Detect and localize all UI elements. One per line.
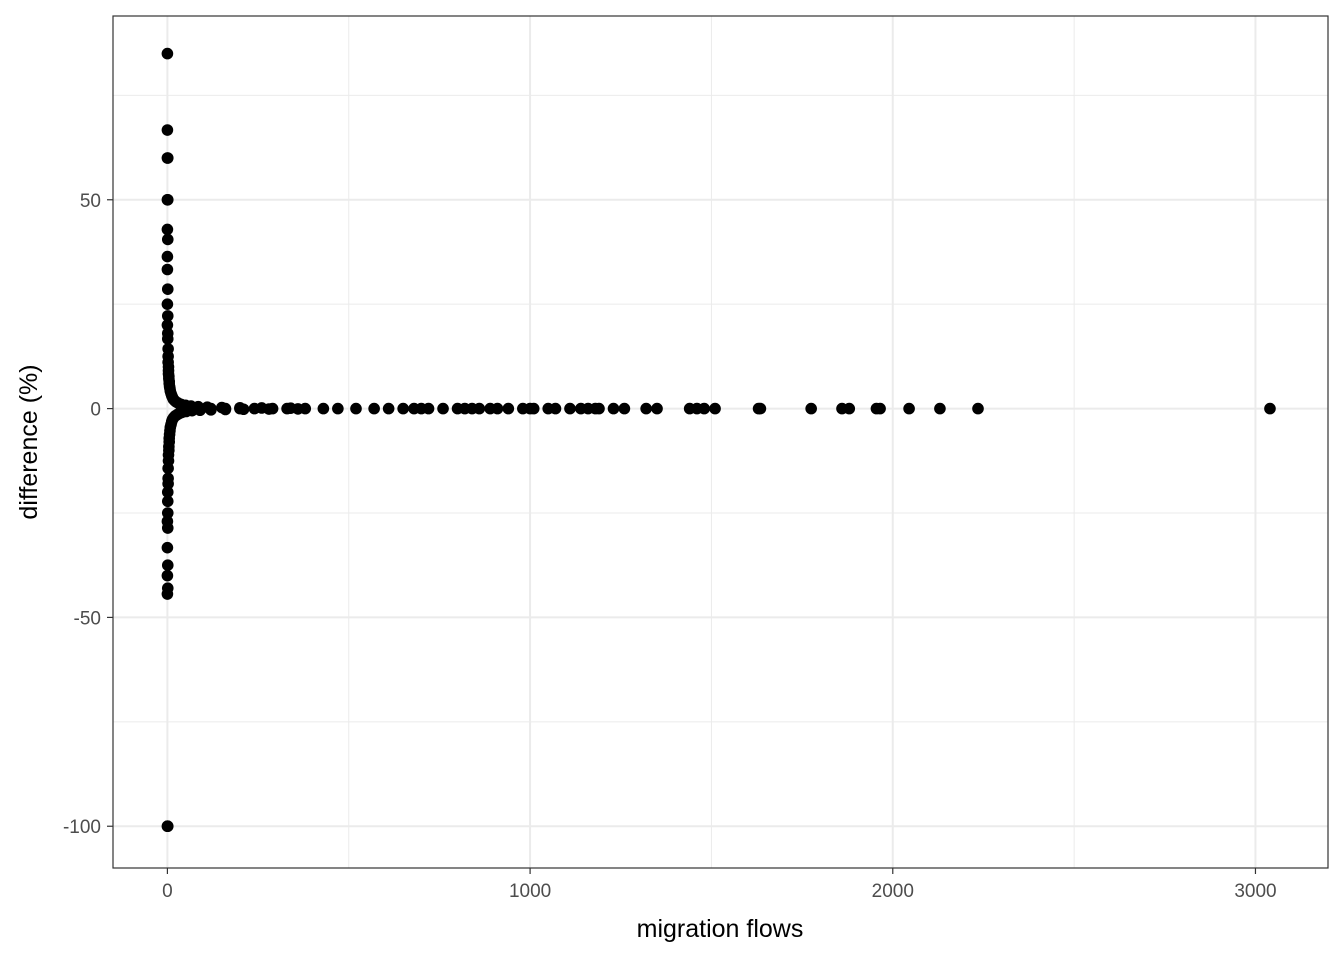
data-point bbox=[161, 250, 174, 263]
data-point bbox=[266, 402, 279, 415]
data-point bbox=[527, 402, 540, 415]
data-point bbox=[754, 402, 767, 415]
x-tick-label: 1000 bbox=[509, 881, 551, 902]
data-point bbox=[281, 402, 293, 415]
x-tick-label: 0 bbox=[162, 881, 173, 902]
data-point bbox=[161, 298, 174, 310]
data-point bbox=[709, 402, 721, 415]
data-point bbox=[190, 402, 203, 415]
data-point bbox=[161, 233, 174, 246]
data-point bbox=[593, 402, 605, 415]
data-point bbox=[161, 333, 174, 345]
y-axis: -100 -50 0 50 bbox=[63, 191, 113, 838]
data-point bbox=[382, 402, 395, 415]
data-point bbox=[549, 402, 562, 415]
data-point bbox=[161, 559, 174, 572]
data-point bbox=[698, 402, 710, 415]
data-point bbox=[805, 402, 817, 415]
data-point bbox=[161, 283, 174, 295]
data-point bbox=[161, 541, 174, 554]
data-point bbox=[903, 402, 915, 415]
data-point bbox=[161, 152, 174, 164]
y-tick-label: -50 bbox=[74, 608, 101, 629]
data-point bbox=[317, 402, 330, 415]
y-axis-title: difference (%) bbox=[15, 364, 43, 519]
data-point bbox=[502, 402, 515, 415]
data-point bbox=[972, 402, 984, 415]
data-point bbox=[1264, 402, 1276, 415]
data-point bbox=[161, 569, 174, 582]
data-point bbox=[874, 402, 886, 415]
data-point bbox=[397, 402, 409, 415]
grid-layer bbox=[113, 16, 1328, 868]
data-point bbox=[161, 507, 174, 519]
data-point bbox=[332, 402, 344, 415]
data-point bbox=[350, 402, 362, 415]
data-point bbox=[651, 402, 663, 415]
data-point bbox=[368, 402, 380, 415]
data-point bbox=[564, 402, 576, 415]
data-point bbox=[161, 193, 174, 206]
data-point bbox=[607, 402, 620, 415]
x-axis-title: migration flows bbox=[637, 915, 804, 943]
data-point bbox=[161, 820, 174, 833]
data-point bbox=[640, 402, 652, 415]
data-point bbox=[205, 402, 217, 415]
data-point bbox=[162, 472, 174, 485]
panel-border bbox=[112, 15, 1329, 869]
data-point bbox=[248, 402, 261, 415]
data-point bbox=[491, 402, 504, 415]
y-tick-label: -100 bbox=[63, 817, 101, 838]
data-point bbox=[234, 402, 246, 415]
data-point bbox=[161, 263, 174, 276]
data-point bbox=[618, 402, 631, 415]
y-tick-label: 50 bbox=[80, 191, 101, 212]
x-tick-label: 3000 bbox=[1234, 881, 1276, 902]
data-point bbox=[161, 124, 174, 136]
data-point bbox=[437, 402, 449, 415]
data-point bbox=[161, 486, 174, 498]
data-point bbox=[161, 515, 174, 528]
data-point bbox=[161, 47, 174, 60]
data-point bbox=[473, 402, 486, 415]
data-point bbox=[161, 223, 174, 236]
x-tick-label: 2000 bbox=[872, 881, 914, 902]
data-point bbox=[843, 402, 856, 415]
data-points bbox=[161, 47, 1276, 833]
data-point bbox=[299, 402, 312, 415]
data-point bbox=[422, 402, 435, 415]
data-point bbox=[161, 319, 174, 331]
data-point bbox=[161, 582, 174, 594]
data-point bbox=[934, 402, 946, 415]
data-point bbox=[161, 310, 174, 322]
data-point bbox=[219, 402, 232, 415]
x-axis: 0 1000 2000 3000 bbox=[162, 868, 1277, 902]
y-tick-label: 0 bbox=[90, 400, 101, 421]
data-point bbox=[179, 402, 192, 415]
data-point bbox=[161, 495, 174, 508]
